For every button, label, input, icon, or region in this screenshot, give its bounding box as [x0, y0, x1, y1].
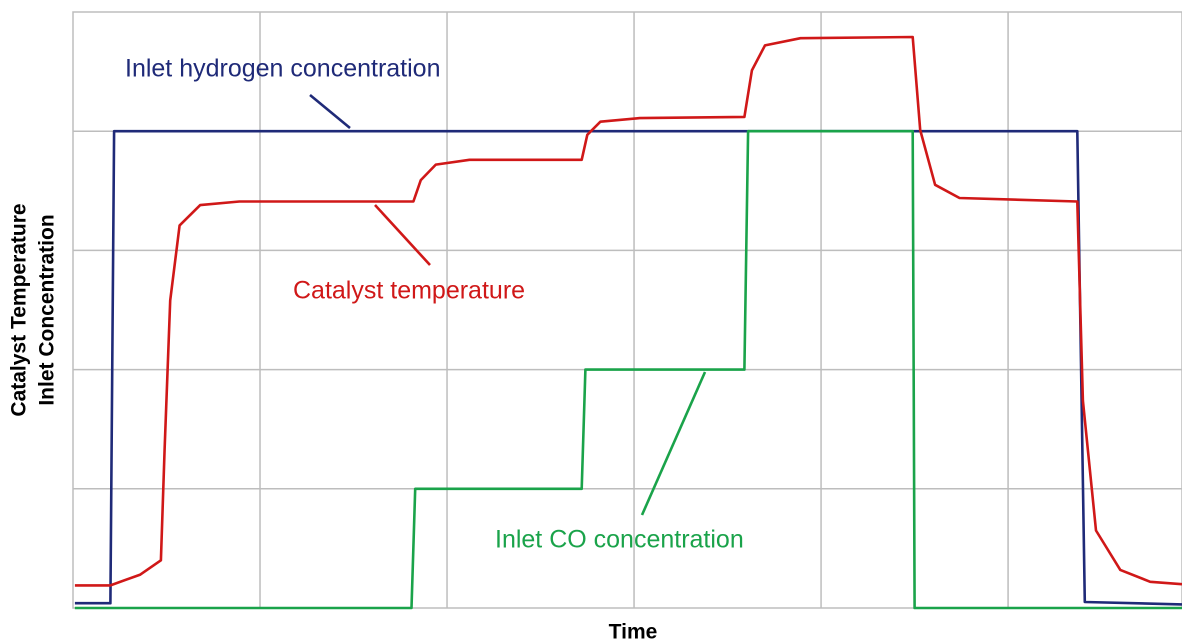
series-line: [74, 129, 1182, 606]
y-axis-label: Catalyst Temperature: [8, 203, 31, 416]
y-axis-label: Inlet Concentration: [36, 214, 59, 405]
annotation-pointer: [309, 93, 351, 130]
series-label: Inlet CO concentration: [495, 526, 744, 554]
lines: [74, 35, 1182, 610]
annotation-pointer: [640, 371, 707, 516]
plot-frame: [72, 11, 1182, 609]
annotations: Inlet hydrogen concentration Catalyst tem…: [125, 55, 744, 554]
series-line: [74, 129, 1182, 610]
series-label: Catalyst temperature: [293, 277, 525, 305]
series-line: [74, 35, 1182, 587]
grid: [72, 11, 1182, 609]
x-axis-label: Time: [609, 621, 658, 641]
series-label: Inlet hydrogen concentration: [125, 55, 441, 83]
annotation-pointer: [374, 204, 431, 266]
